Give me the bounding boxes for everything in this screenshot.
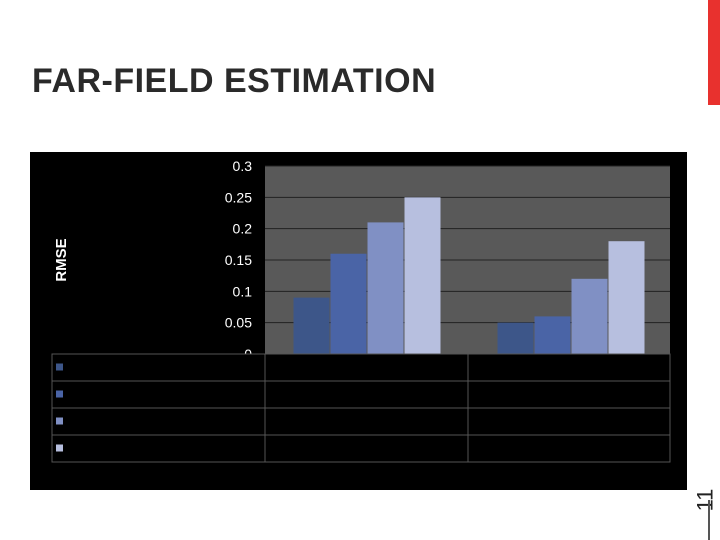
bar xyxy=(404,197,441,354)
y-tick-label: 0.3 xyxy=(233,158,253,174)
bar xyxy=(608,241,645,354)
legend-key xyxy=(56,417,63,425)
data-table xyxy=(51,353,671,463)
legend-key xyxy=(56,390,63,398)
bar xyxy=(330,253,367,354)
slide-number: 11 xyxy=(690,470,720,530)
table-row xyxy=(51,434,671,463)
y-tick-label: 0.25 xyxy=(225,189,252,205)
table-row xyxy=(51,407,671,436)
chart-panel: 0.30.250.20.150.10.050 RMSE xyxy=(30,152,687,490)
legend-key xyxy=(56,363,63,371)
slide-number-text: 11 xyxy=(692,488,717,512)
y-tick-label: 0.15 xyxy=(225,252,252,268)
bar xyxy=(571,278,608,354)
table-row xyxy=(51,353,671,382)
y-tick-label: 0.2 xyxy=(233,221,253,237)
y-axis-label: RMSE xyxy=(53,238,70,281)
bar-chart: 0.30.250.20.150.10.050 RMSE xyxy=(51,158,671,463)
y-tick-label: 0.1 xyxy=(233,283,253,299)
table-row xyxy=(51,380,671,409)
bar xyxy=(293,297,330,354)
slide-title: FAR-FIELD ESTIMATION xyxy=(32,62,437,100)
y-tick-label: 0.05 xyxy=(225,315,252,331)
bar xyxy=(367,222,404,354)
accent-bar xyxy=(708,0,720,105)
legend-key xyxy=(56,444,63,452)
bar xyxy=(497,322,534,354)
y-tick-labels: 0.30.250.20.150.10.050 xyxy=(225,158,252,362)
bar xyxy=(534,316,571,354)
bars xyxy=(293,197,645,354)
slide-number-rule xyxy=(708,500,710,540)
